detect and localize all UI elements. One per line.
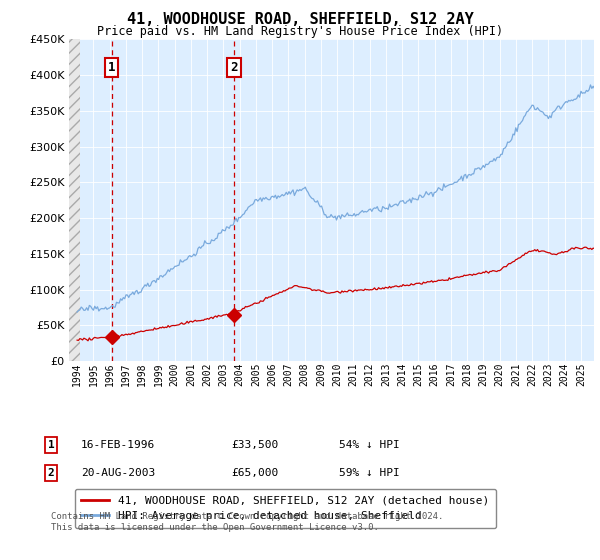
Text: Contains HM Land Registry data © Crown copyright and database right 2024.
This d: Contains HM Land Registry data © Crown c… [51, 512, 443, 532]
Text: 54% ↓ HPI: 54% ↓ HPI [339, 440, 400, 450]
Text: 59% ↓ HPI: 59% ↓ HPI [339, 468, 400, 478]
Text: 1: 1 [47, 440, 55, 450]
Text: 1: 1 [108, 62, 115, 74]
Text: £65,000: £65,000 [231, 468, 278, 478]
Text: 41, WOODHOUSE ROAD, SHEFFIELD, S12 2AY: 41, WOODHOUSE ROAD, SHEFFIELD, S12 2AY [127, 12, 473, 27]
Text: Price paid vs. HM Land Registry's House Price Index (HPI): Price paid vs. HM Land Registry's House … [97, 25, 503, 38]
Text: 16-FEB-1996: 16-FEB-1996 [81, 440, 155, 450]
Text: £33,500: £33,500 [231, 440, 278, 450]
Text: 2: 2 [47, 468, 55, 478]
Text: 2: 2 [230, 62, 238, 74]
Text: 20-AUG-2003: 20-AUG-2003 [81, 468, 155, 478]
Bar [69, 39, 80, 361]
Legend: 41, WOODHOUSE ROAD, SHEFFIELD, S12 2AY (detached house), HPI: Average price, det: 41, WOODHOUSE ROAD, SHEFFIELD, S12 2AY (… [74, 489, 496, 528]
